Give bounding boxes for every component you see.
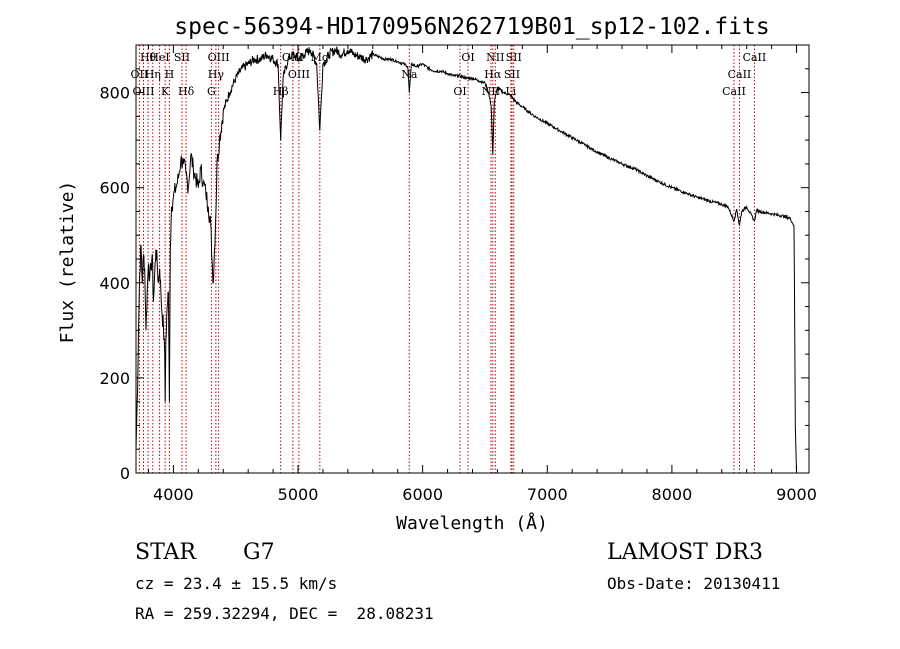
- line-marker-label: Na: [401, 68, 418, 81]
- coordinates-readout: RA = 259.32294, DEC = 28.08231: [135, 604, 434, 623]
- y-tick-label: 800: [99, 84, 130, 103]
- y-axis-label: Flux (relative): [57, 181, 78, 344]
- line-marker-label: OII: [131, 68, 149, 81]
- line-marker-label: G: [207, 85, 216, 98]
- survey-name: LAMOST DR3: [607, 540, 763, 565]
- line-marker-label: OI: [461, 51, 474, 64]
- spectrum-line: [135, 46, 797, 474]
- x-axis-ticks: 4000 5000 6000 7000 8000 9000: [147, 45, 817, 504]
- x-axis-label: Wavelength (Å): [396, 512, 548, 534]
- line-marker-label: OIII: [288, 68, 310, 81]
- line-marker-label: CaII: [743, 51, 767, 64]
- x-tick-label: 7000: [527, 485, 568, 504]
- line-marker-label: SII: [504, 68, 520, 81]
- line-marker-label: HeI: [149, 51, 169, 64]
- chart-title: spec-56394-HD170956N262719B01_sp12-102.f…: [174, 14, 769, 40]
- observation-date: Obs-Date: 20130411: [607, 574, 780, 593]
- line-marker-label: OIII: [132, 85, 154, 98]
- line-marker-label: Hβ: [273, 85, 289, 98]
- line-marker-label: K: [161, 85, 170, 98]
- object-class: STAR: [135, 540, 197, 565]
- line-marker-label: H: [165, 68, 175, 81]
- line-marker-label: CaII: [728, 68, 752, 81]
- y-tick-label: 0: [120, 464, 130, 483]
- x-tick-label: 5000: [278, 485, 319, 504]
- y-tick-label: 600: [99, 179, 130, 198]
- line-marker-label: OI: [453, 85, 466, 98]
- object-subclass: G7: [243, 540, 275, 565]
- line-marker-label: Hθ: [140, 51, 157, 64]
- line-marker-label: SII: [174, 51, 190, 64]
- velocity-readout: cz = 23.4 ± 15.5 km/s: [135, 574, 337, 593]
- line-marker-label: Li: [505, 85, 516, 98]
- line-marker-label: NII: [486, 51, 504, 64]
- line-marker-label: Hδ: [178, 85, 195, 98]
- x-tick-label: 6000: [402, 485, 443, 504]
- line-marker-label: Hγ: [208, 68, 225, 81]
- y-axis-ticks: 0 200 400 600 800: [99, 68, 809, 483]
- line-markers: [138, 45, 755, 473]
- line-marker-label: SII: [506, 51, 522, 64]
- line-marker-label: Hη: [145, 68, 161, 81]
- x-tick-label: 8000: [652, 485, 693, 504]
- y-tick-label: 400: [99, 274, 130, 293]
- x-tick-label: 9000: [776, 485, 817, 504]
- line-marker-label: OIII: [208, 51, 230, 64]
- x-tick-label: 4000: [153, 485, 194, 504]
- line-marker-label: CaII: [722, 85, 746, 98]
- line-marker-label: Hα: [484, 68, 502, 81]
- y-tick-label: 200: [99, 369, 130, 388]
